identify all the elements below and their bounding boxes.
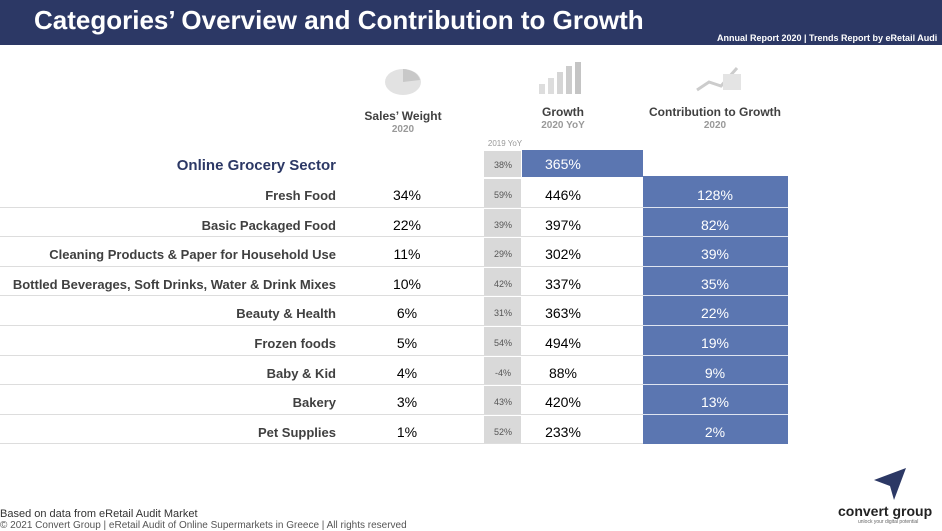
contribution-divider xyxy=(643,384,788,386)
row-label: Cleaning Products & Paper for Household … xyxy=(49,247,336,263)
prev-cell xyxy=(484,356,521,385)
column-header: Sales’ Weight xyxy=(364,109,442,123)
prev-cell xyxy=(484,297,521,325)
prev-value: 42% xyxy=(493,278,513,289)
bars-icon xyxy=(539,62,581,94)
column-header: Contribution to Growth xyxy=(649,105,781,119)
logo-name: convert group xyxy=(838,503,933,519)
growth: 88% xyxy=(548,364,578,381)
column-year: 2020 xyxy=(703,120,727,131)
logo-tagline: unlock your digital potential xyxy=(858,519,919,525)
prev-value: 39% xyxy=(493,219,513,230)
row-label: Bakery xyxy=(292,395,336,411)
column-year: 2020 xyxy=(391,124,415,135)
row-divider xyxy=(0,384,643,386)
contribution-divider xyxy=(643,295,788,297)
pie-icon xyxy=(385,69,421,95)
row-label: Pet Supplies xyxy=(257,424,336,440)
row-divider xyxy=(0,265,643,267)
growth: 397% xyxy=(545,216,581,233)
row-divider xyxy=(0,236,643,238)
prev-value: 43% xyxy=(493,397,513,408)
sales-weight: 5% xyxy=(396,335,418,351)
prev-cell xyxy=(484,267,521,296)
growth: 420% xyxy=(545,394,581,411)
header-bar xyxy=(0,0,942,45)
growth: 302% xyxy=(545,246,581,263)
prev-value: 29% xyxy=(493,249,513,260)
sales-weight: 1% xyxy=(396,423,418,440)
row-label: Frozen foods xyxy=(254,336,336,351)
contribution-divider xyxy=(643,236,788,238)
row-label: Basic Packaged Food xyxy=(201,217,336,233)
contribution: 9% xyxy=(704,364,726,381)
contribution: 13% xyxy=(700,394,730,411)
contribution-divider xyxy=(643,206,788,208)
sales-weight: 6% xyxy=(396,305,418,322)
row-label: Beauty & Health xyxy=(236,306,336,322)
row-divider xyxy=(0,413,643,415)
sales-weight: 3% xyxy=(396,394,418,411)
growth: 363% xyxy=(545,305,581,322)
total-growth: 365% xyxy=(545,156,581,172)
logo-icon xyxy=(874,468,906,500)
prev-value: 38% xyxy=(493,160,513,170)
growth: 494% xyxy=(545,335,581,351)
contribution: 22% xyxy=(700,305,730,322)
row-label: Bottled Beverages, Soft Drinks, Water & … xyxy=(12,276,336,292)
prev-value: 59% xyxy=(493,190,513,200)
growth: 337% xyxy=(545,275,581,292)
contribution: 128% xyxy=(697,187,733,203)
sales-weight: 10% xyxy=(392,275,422,292)
prev-value: -4% xyxy=(494,367,512,378)
contribution: 2% xyxy=(704,423,726,440)
subtitle: Annual Report 2020 | Trends Report by eR… xyxy=(717,33,938,43)
growth-box xyxy=(522,150,643,177)
row-label: Baby & Kid xyxy=(266,365,336,381)
row-divider xyxy=(0,325,643,326)
prev-cell xyxy=(484,327,521,355)
prev-value: 31% xyxy=(493,308,513,319)
footer-source: Based on data from eRetail Audit Market xyxy=(0,508,198,520)
prev-cell xyxy=(484,151,521,177)
prev-cell xyxy=(484,386,521,414)
column-year: 2020 YoY xyxy=(541,120,585,131)
row-divider xyxy=(0,354,643,356)
contribution: 82% xyxy=(700,216,730,233)
prev-value: 52% xyxy=(493,426,513,437)
chart-icon xyxy=(696,67,741,92)
contribution-box xyxy=(643,176,788,445)
contribution-divider xyxy=(643,265,788,267)
contribution-divider xyxy=(643,354,788,356)
row-divider xyxy=(0,206,643,208)
contribution-divider xyxy=(643,413,788,415)
row-divider xyxy=(0,443,643,445)
sales-weight: 11% xyxy=(393,246,421,263)
sales-weight: 22% xyxy=(392,216,422,233)
row-divider xyxy=(0,295,643,297)
prev-cell xyxy=(484,415,521,444)
total-label: Online Grocery Sector xyxy=(176,157,336,174)
prev-cell xyxy=(484,179,521,207)
growth: 233% xyxy=(545,423,581,440)
prev-cell xyxy=(484,208,521,237)
prev-cell xyxy=(484,238,521,266)
title: Categories’ Overview and Contribution to… xyxy=(34,5,644,35)
column-header: 2019 YoY xyxy=(487,139,523,148)
sales-weight: 4% xyxy=(396,364,418,381)
sales-weight: 34% xyxy=(392,187,422,203)
prev-value: 54% xyxy=(493,338,513,348)
growth: 446% xyxy=(545,187,581,203)
row-label: Fresh Food xyxy=(265,188,336,203)
contribution: 39% xyxy=(700,246,730,263)
contribution: 19% xyxy=(700,335,730,351)
column-header: Growth xyxy=(542,105,584,119)
contribution-divider xyxy=(643,325,788,326)
contribution: 35% xyxy=(700,275,730,292)
